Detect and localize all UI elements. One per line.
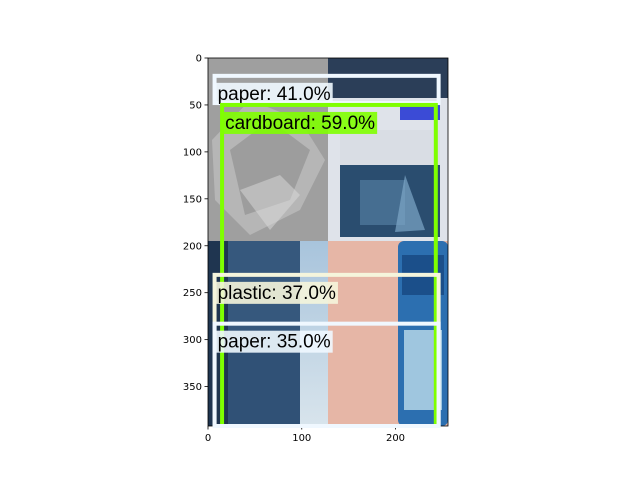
label-background	[215, 281, 338, 304]
x-tick-label: 0	[205, 433, 211, 444]
y-tick-label: 150	[183, 194, 202, 205]
y-tick-label: 350	[183, 382, 202, 393]
x-axis-ticks: 0 100 200	[205, 426, 405, 444]
detection-label: paper: 41.0%	[218, 84, 331, 105]
y-tick-label: 200	[183, 241, 202, 252]
x-tick-label: 200	[386, 433, 405, 444]
label-background	[223, 111, 378, 134]
detection-cardboard: cardboard: 59.0%	[220, 102, 438, 428]
detections-layer: paper: 41.0% cardboard: 59.0% plastic: 37.…	[212, 73, 441, 428]
y-tick-label: 50	[189, 100, 202, 111]
x-tick-label: 100	[292, 433, 311, 444]
detection-label: paper: 35.0%	[218, 332, 331, 353]
y-tick-label: 0	[196, 54, 202, 65]
label-background	[215, 82, 333, 105]
bounding-box	[212, 321, 441, 428]
y-axis-ticks: 0 50 100 150 200 250 300 350	[183, 54, 208, 393]
detection-label: plastic: 37.0%	[218, 283, 336, 304]
label-background	[215, 330, 333, 353]
detection-label: cardboard: 59.0%	[225, 113, 375, 134]
y-tick-label: 300	[183, 335, 202, 346]
y-tick-label: 100	[183, 147, 202, 158]
detection-paper: paper: 35.0%	[212, 321, 441, 428]
y-tick-label: 250	[183, 288, 202, 299]
